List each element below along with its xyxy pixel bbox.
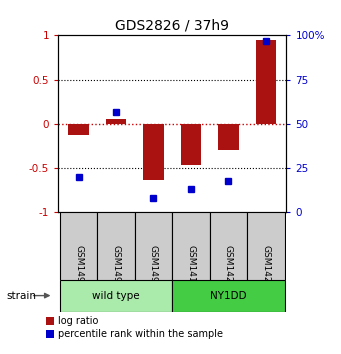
Bar <box>218 124 239 150</box>
Text: GSM149078: GSM149078 <box>112 245 120 299</box>
Bar <box>247 212 285 280</box>
Text: NY1DD: NY1DD <box>210 291 247 301</box>
Bar <box>181 124 201 165</box>
Bar <box>60 212 97 280</box>
Text: GSM149084: GSM149084 <box>149 245 158 299</box>
Text: GSM142385: GSM142385 <box>261 245 270 299</box>
Bar <box>135 212 172 280</box>
Bar <box>210 212 247 280</box>
Text: strain: strain <box>7 291 37 301</box>
Text: wild type: wild type <box>92 291 140 301</box>
Title: GDS2826 / 37h9: GDS2826 / 37h9 <box>115 19 229 33</box>
Bar <box>97 212 135 280</box>
Legend: log ratio, percentile rank within the sample: log ratio, percentile rank within the sa… <box>46 316 223 339</box>
Bar <box>60 280 172 312</box>
Bar <box>68 124 89 135</box>
Text: GSM149076: GSM149076 <box>74 245 83 299</box>
Bar <box>172 212 210 280</box>
Text: GSM141569: GSM141569 <box>187 245 195 299</box>
Text: GSM142384: GSM142384 <box>224 245 233 299</box>
Bar <box>106 119 126 124</box>
Bar <box>255 40 276 124</box>
Bar <box>172 280 285 312</box>
Bar <box>143 124 164 179</box>
